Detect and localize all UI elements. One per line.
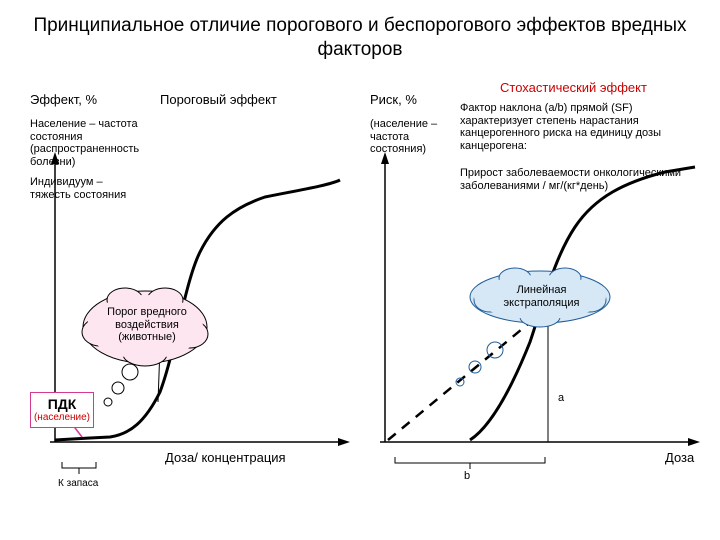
pdk-box: ПДК (население) <box>30 392 94 428</box>
pdk-label: ПДК <box>48 396 77 412</box>
left-x-label: Доза/ концентрация <box>165 450 286 465</box>
left-note1: Население – частота состояния (распростр… <box>30 118 145 169</box>
right-note1: (население – частота состояния) <box>370 118 450 156</box>
right-sf-text: Фактор наклона (a/b) прямой (SF) характе… <box>460 102 700 153</box>
left-cloud-text: Порог вредного воздействия (животные) <box>102 306 192 344</box>
left-subtitle: Пороговый эффект <box>160 92 277 107</box>
k-zapasa: К запаса <box>58 478 98 490</box>
right-y-label: Риск, % <box>370 92 417 107</box>
right-cloud-text: Линейная экстраполяция <box>494 284 589 309</box>
left-note2: Индивидуум – тяжесть состояния <box>30 176 145 201</box>
b-label: b <box>464 470 470 483</box>
pdk-sub: (население) <box>34 412 90 424</box>
right-x-label: Доза <box>665 450 694 465</box>
a-label: a <box>558 392 564 405</box>
left-y-label: Эффект, % <box>30 92 97 107</box>
chart-area: Эффект, % Пороговый эффект Население – ч… <box>0 72 720 530</box>
page-title: Принципиальное отличие порогового и бесп… <box>0 0 720 66</box>
right-sf-text2: Прирост заболеваемости онкологическими з… <box>460 167 700 192</box>
right-subtitle: Стохастический эффект <box>500 80 647 95</box>
